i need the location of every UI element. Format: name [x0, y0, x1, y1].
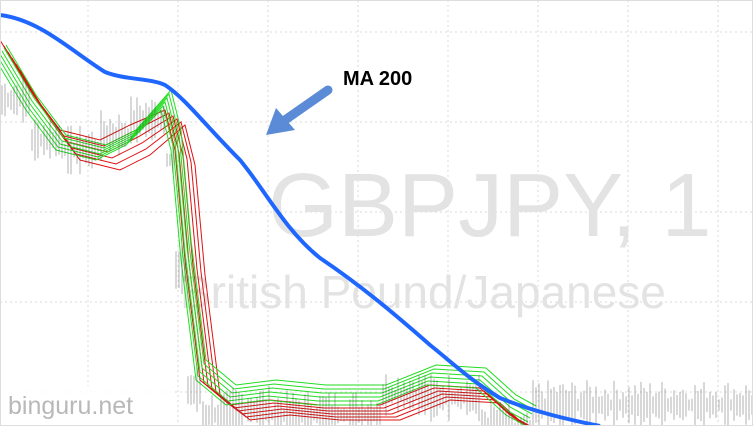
- ma-200-line: [0, 13, 601, 426]
- red-ma: [11, 57, 527, 426]
- green-ma: [3, 47, 535, 411]
- arrow-head: [266, 108, 295, 135]
- ma-ribbon: [0, 39, 753, 426]
- red-ma: [3, 45, 530, 426]
- annotation-label: MA 200: [343, 68, 412, 90]
- site-label: binguru.net: [8, 392, 133, 420]
- green-ma: [0, 59, 529, 423]
- site-background: [0, 386, 172, 426]
- arrow-shaft: [280, 85, 333, 125]
- watermark-description: British Pound/Japanese: [180, 266, 666, 318]
- watermark-symbol: GBPJPY, 1: [268, 156, 712, 256]
- green-ma: [0, 53, 531, 419]
- red-ma: [15, 63, 526, 426]
